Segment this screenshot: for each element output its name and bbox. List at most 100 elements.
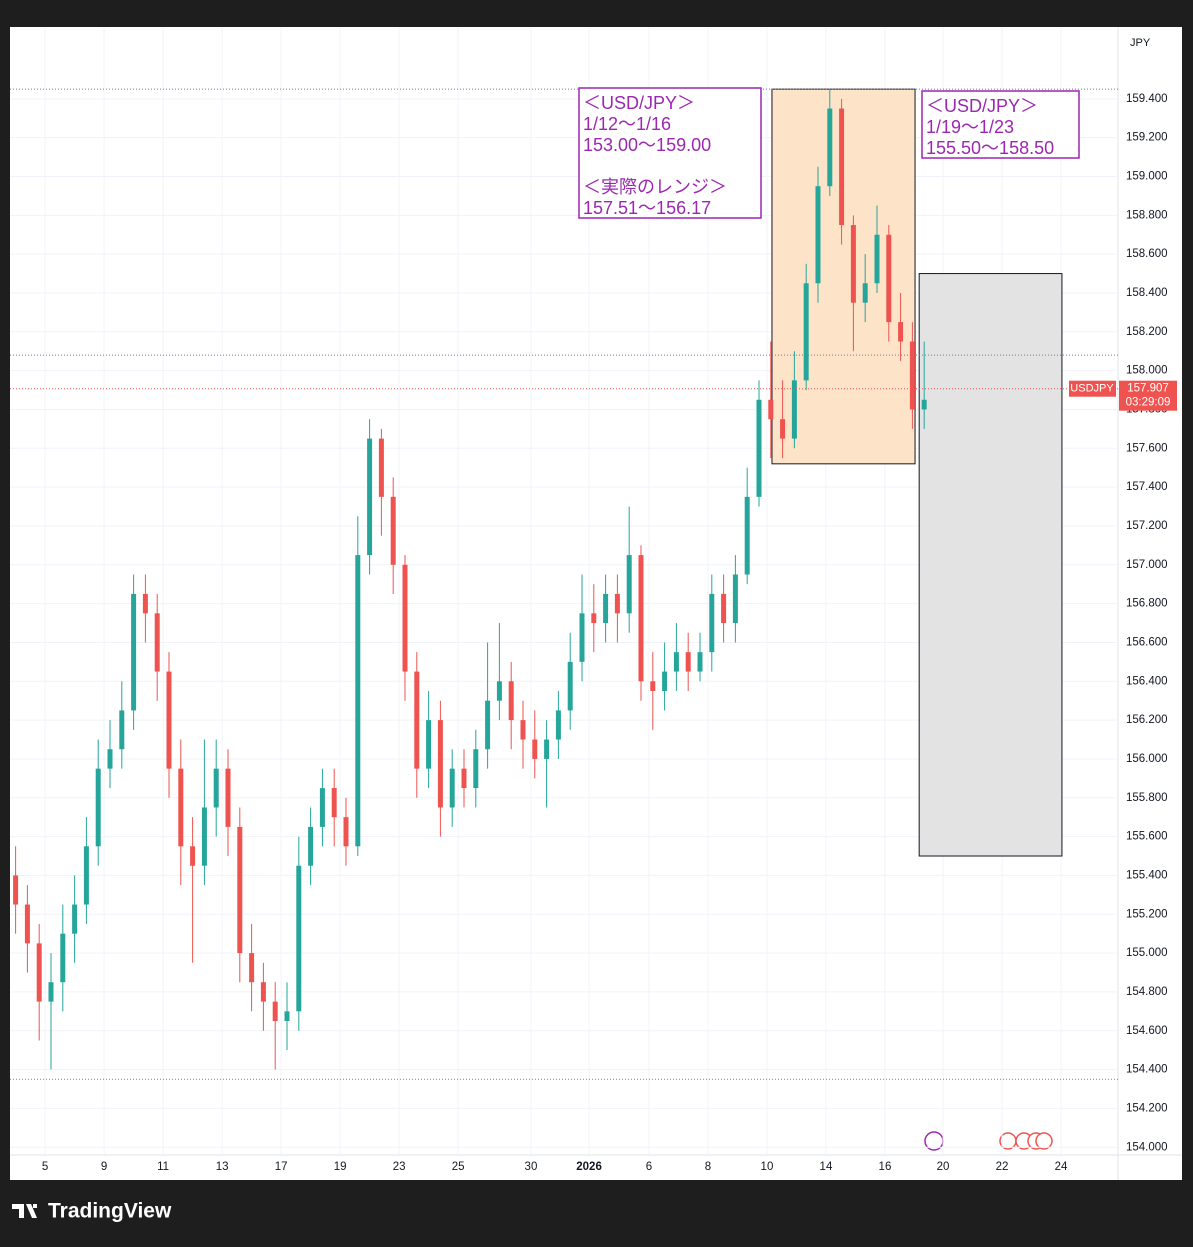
event-icon[interactable] (1035, 1132, 1053, 1150)
candle-body (402, 564, 408, 672)
candle-body (756, 399, 762, 497)
x-tick-label: 13 (216, 1161, 229, 1173)
y-tick-label: 155.200 (1126, 908, 1168, 920)
candle-body (426, 720, 432, 769)
x-tick-label: 20 (937, 1161, 950, 1173)
candle-body (260, 982, 266, 1002)
x-tick-label: 22 (996, 1161, 1009, 1173)
y-tick-label: 158.200 (1126, 326, 1168, 338)
candle-body (791, 380, 797, 439)
candle-body (626, 555, 632, 614)
y-tick-label: 155.600 (1126, 831, 1168, 843)
currency-label: JPY (1130, 37, 1151, 49)
candle-body (437, 720, 443, 808)
candle-body (95, 768, 101, 847)
candle-body (83, 846, 89, 905)
candle-body (367, 438, 373, 556)
candle-body (355, 555, 361, 847)
x-tick-label: 23 (393, 1161, 406, 1173)
candle-body (473, 749, 479, 789)
candle-body (308, 826, 314, 866)
brand-logo (12, 1204, 37, 1218)
x-tick-label: 30 (525, 1161, 538, 1173)
candle-body (414, 671, 420, 769)
candle-body (36, 943, 42, 1002)
candle-body (190, 846, 196, 866)
y-tick-label: 154.400 (1126, 1064, 1168, 1076)
candle-body (131, 593, 137, 711)
candle-body (225, 768, 231, 827)
candle-body (685, 652, 691, 672)
symbol-label: USDJPY (1070, 383, 1114, 395)
candle-body (780, 419, 786, 439)
candle-body (721, 593, 727, 624)
candle-body (697, 652, 703, 672)
y-tick-label: 158.400 (1126, 287, 1168, 299)
annotation-text: 155.50～158.50 (926, 138, 1054, 158)
x-tick-label: 6 (646, 1161, 652, 1173)
candle-body (803, 283, 809, 381)
candle-body (732, 574, 738, 624)
plot-area (10, 27, 1118, 1155)
price-tag (1119, 380, 1177, 411)
candle-body (296, 865, 302, 1012)
symbol-tag (1069, 380, 1116, 397)
candle-body (532, 739, 538, 759)
candle-body (107, 749, 113, 769)
annotation-text: ＜実際のレンジ＞ (583, 177, 727, 197)
candle-body (614, 593, 620, 614)
y-tick-label: 157.400 (1126, 481, 1168, 493)
candle-body (390, 496, 396, 565)
y-tick-label: 156.400 (1126, 675, 1168, 687)
candle-body (898, 322, 904, 342)
candle-body (485, 700, 491, 750)
candle-body (567, 661, 573, 711)
candle-body (839, 108, 845, 226)
x-tick-label: 16 (879, 1161, 892, 1173)
annotation-text: ＜USD/JPY＞ (926, 96, 1038, 116)
candle-body (827, 108, 833, 187)
candle-body (555, 710, 561, 740)
candle-body (591, 613, 597, 624)
x-tick-label: 5 (42, 1161, 48, 1173)
y-tick-label: 157.200 (1126, 520, 1168, 532)
y-tick-label: 155.000 (1126, 947, 1168, 959)
x-tick-label: 24 (1055, 1161, 1068, 1173)
candle-body (662, 671, 668, 691)
y-tick-label: 158.000 (1126, 365, 1168, 377)
y-tick-label: 158.600 (1126, 248, 1168, 260)
candle-body (544, 739, 550, 759)
candle-body (13, 875, 19, 905)
candle-body (909, 341, 915, 410)
candle-body (603, 593, 609, 624)
annotation-text: 157.51～156.17 (583, 198, 711, 218)
annotation-text: 153.00～159.00 (583, 135, 711, 155)
candle-body (461, 768, 467, 789)
annotation-box (578, 87, 762, 219)
x-tick-label: 25 (452, 1161, 465, 1173)
candle-body (272, 1001, 278, 1022)
candle-body (921, 399, 927, 410)
candle-body (378, 438, 384, 497)
candle-body (886, 234, 892, 323)
candle-body (874, 234, 880, 284)
candle-body (166, 671, 172, 769)
candle-body (331, 788, 337, 818)
candle-body (850, 225, 856, 303)
y-tick-label: 159.000 (1126, 171, 1168, 183)
x-tick-label: 2026 (576, 1161, 602, 1173)
candle-body (815, 186, 821, 284)
last-price-label: 157.907 (1127, 383, 1169, 395)
y-tick-label: 154.000 (1126, 1141, 1168, 1153)
y-tick-label: 159.400 (1126, 93, 1168, 105)
range-box (918, 273, 1063, 857)
y-tick-label: 158.800 (1126, 209, 1168, 221)
candle-body (249, 953, 255, 983)
y-tick-label: 155.800 (1126, 792, 1168, 804)
candle-body (72, 904, 78, 934)
y-tick-label: 154.600 (1126, 1025, 1168, 1037)
candle-body (178, 768, 184, 847)
candle-body (319, 788, 325, 827)
